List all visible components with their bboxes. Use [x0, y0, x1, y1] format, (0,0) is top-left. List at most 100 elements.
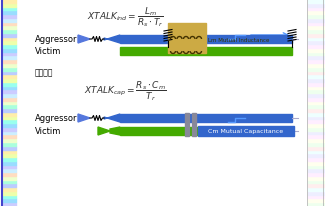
- Text: Lm Mutual Inductance: Lm Mutual Inductance: [208, 37, 269, 42]
- Bar: [120, 127, 292, 135]
- Bar: [308, 191, 325, 195]
- Bar: [308, 109, 325, 112]
- Bar: [2, 60, 16, 64]
- Bar: [2, 67, 16, 71]
- Bar: [308, 86, 325, 90]
- Bar: [2, 139, 16, 142]
- Bar: [2, 7, 16, 11]
- Bar: [308, 146, 325, 150]
- Text: 故其中：: 故其中：: [35, 68, 54, 77]
- Bar: [308, 34, 325, 37]
- Bar: [2, 146, 16, 150]
- Bar: [308, 26, 325, 30]
- Bar: [2, 161, 16, 165]
- Bar: [2, 112, 16, 116]
- Bar: [2, 30, 16, 34]
- Polygon shape: [78, 36, 90, 44]
- Bar: [2, 34, 16, 37]
- Bar: [308, 101, 325, 105]
- Bar: [2, 41, 16, 45]
- Bar: [308, 127, 325, 131]
- Bar: [2, 82, 16, 86]
- Polygon shape: [120, 48, 168, 56]
- Bar: [308, 90, 325, 94]
- Bar: [308, 131, 325, 135]
- Bar: [2, 4, 16, 7]
- Bar: [2, 53, 16, 56]
- Bar: [308, 4, 325, 7]
- Bar: [2, 176, 16, 180]
- Bar: [308, 139, 325, 142]
- Bar: [2, 157, 16, 161]
- Polygon shape: [110, 127, 120, 135]
- Bar: [2, 169, 16, 172]
- Bar: [2, 165, 16, 169]
- Bar: [308, 15, 325, 19]
- Bar: [2, 142, 16, 146]
- Bar: [2, 11, 16, 15]
- Bar: [308, 45, 325, 49]
- Bar: [2, 172, 16, 176]
- Bar: [308, 0, 325, 4]
- Bar: [2, 131, 16, 135]
- Bar: [308, 153, 325, 157]
- Bar: [2, 90, 16, 94]
- Bar: [2, 37, 16, 41]
- Bar: [308, 112, 325, 116]
- Bar: [2, 116, 16, 120]
- Bar: [308, 180, 325, 184]
- Bar: [308, 150, 325, 153]
- Bar: [308, 169, 325, 172]
- Text: Cm Mutual Capacitance: Cm Mutual Capacitance: [208, 129, 283, 134]
- Bar: [308, 67, 325, 71]
- Bar: [308, 165, 325, 169]
- Bar: [308, 82, 325, 86]
- Bar: [308, 41, 325, 45]
- Bar: [2, 199, 16, 202]
- Bar: [2, 56, 16, 60]
- Bar: [2, 75, 16, 79]
- Bar: [2, 94, 16, 97]
- Bar: [2, 135, 16, 139]
- Bar: [2, 109, 16, 112]
- Polygon shape: [98, 127, 110, 135]
- Bar: [308, 71, 325, 75]
- Bar: [308, 157, 325, 161]
- Bar: [2, 64, 16, 67]
- Polygon shape: [78, 115, 90, 122]
- Bar: [2, 153, 16, 157]
- Bar: [168, 48, 292, 56]
- Bar: [308, 37, 325, 41]
- Bar: [2, 195, 16, 199]
- Bar: [2, 97, 16, 101]
- Text: Victim: Victim: [35, 47, 61, 56]
- Bar: [308, 79, 325, 82]
- Bar: [2, 105, 16, 109]
- Bar: [308, 195, 325, 199]
- Bar: [308, 172, 325, 176]
- Bar: [2, 184, 16, 187]
- Bar: [308, 97, 325, 101]
- Bar: [2, 45, 16, 49]
- Bar: [2, 202, 16, 206]
- Bar: [2, 180, 16, 184]
- Bar: [192, 114, 196, 136]
- Bar: [308, 22, 325, 26]
- Bar: [198, 126, 294, 136]
- Bar: [2, 101, 16, 105]
- Bar: [2, 71, 16, 75]
- Text: Victim: Victim: [35, 127, 61, 136]
- Text: Aggressor: Aggressor: [35, 35, 77, 44]
- Bar: [308, 56, 325, 60]
- Bar: [2, 120, 16, 124]
- Bar: [2, 127, 16, 131]
- Bar: [2, 15, 16, 19]
- Bar: [308, 60, 325, 64]
- Bar: [308, 11, 325, 15]
- Bar: [308, 49, 325, 53]
- Bar: [308, 30, 325, 34]
- Bar: [2, 0, 16, 4]
- Bar: [308, 142, 325, 146]
- Bar: [308, 7, 325, 11]
- Bar: [185, 114, 189, 136]
